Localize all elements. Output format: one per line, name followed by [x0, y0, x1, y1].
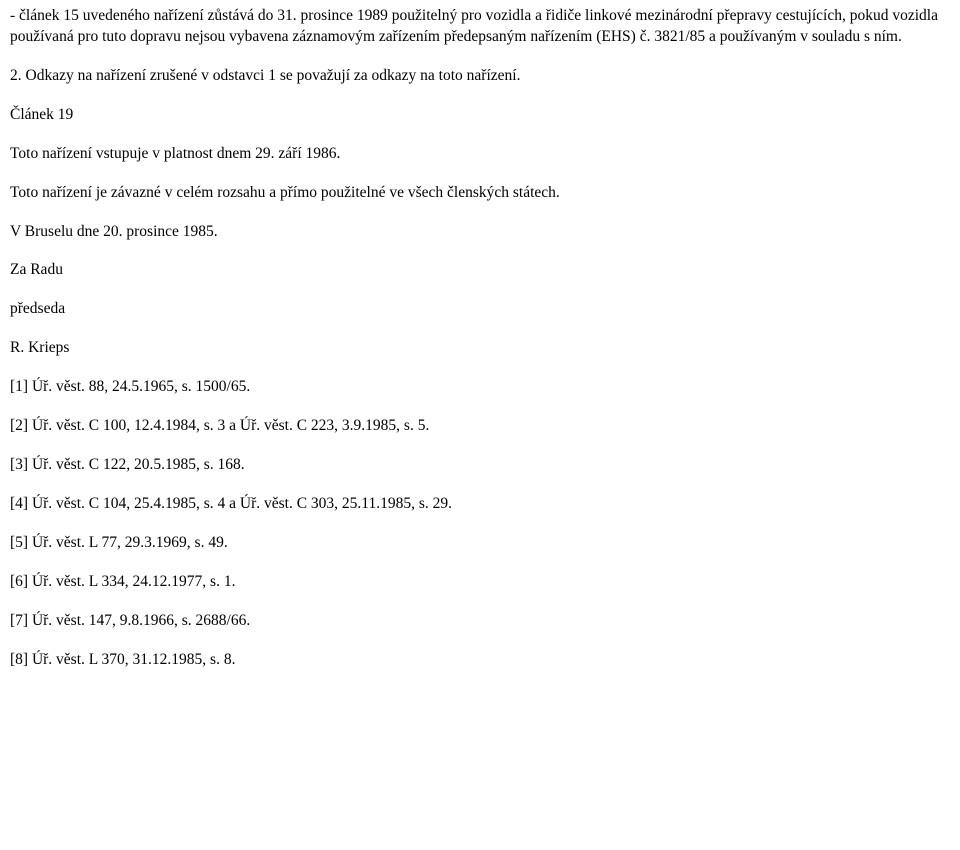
reference-3: [3] Úř. věst. C 122, 20.5.1985, s. 168.	[10, 455, 950, 476]
paragraph-place-date: V Bruselu dne 20. prosince 1985.	[10, 222, 950, 243]
paragraph-2: 2. Odkazy na nařízení zrušené v odstavci…	[10, 66, 950, 87]
reference-5: [5] Úř. věst. L 77, 29.3.1969, s. 49.	[10, 533, 950, 554]
reference-8: [8] Úř. věst. L 370, 31.12.1985, s. 8.	[10, 650, 950, 671]
reference-7: [7] Úř. věst. 147, 9.8.1966, s. 2688/66.	[10, 611, 950, 632]
reference-2: [2] Úř. věst. C 100, 12.4.1984, s. 3 a Ú…	[10, 416, 950, 437]
reference-4: [4] Úř. věst. C 104, 25.4.1985, s. 4 a Ú…	[10, 494, 950, 515]
paragraph-effective-date: Toto nařízení vstupuje v platnost dnem 2…	[10, 144, 950, 165]
paragraph-signature: R. Krieps	[10, 338, 950, 359]
paragraph-intro: - článek 15 uvedeného nařízení zůstává d…	[10, 6, 950, 48]
reference-6: [6] Úř. věst. L 334, 24.12.1977, s. 1.	[10, 572, 950, 593]
paragraph-for-council: Za Radu	[10, 260, 950, 281]
paragraph-chairman: předseda	[10, 299, 950, 320]
document-page: - článek 15 uvedeného nařízení zůstává d…	[0, 0, 960, 699]
reference-1: [1] Úř. věst. 88, 24.5.1965, s. 1500/65.	[10, 377, 950, 398]
paragraph-binding: Toto nařízení je závazné v celém rozsahu…	[10, 183, 950, 204]
heading-article-19: Článek 19	[10, 105, 950, 126]
